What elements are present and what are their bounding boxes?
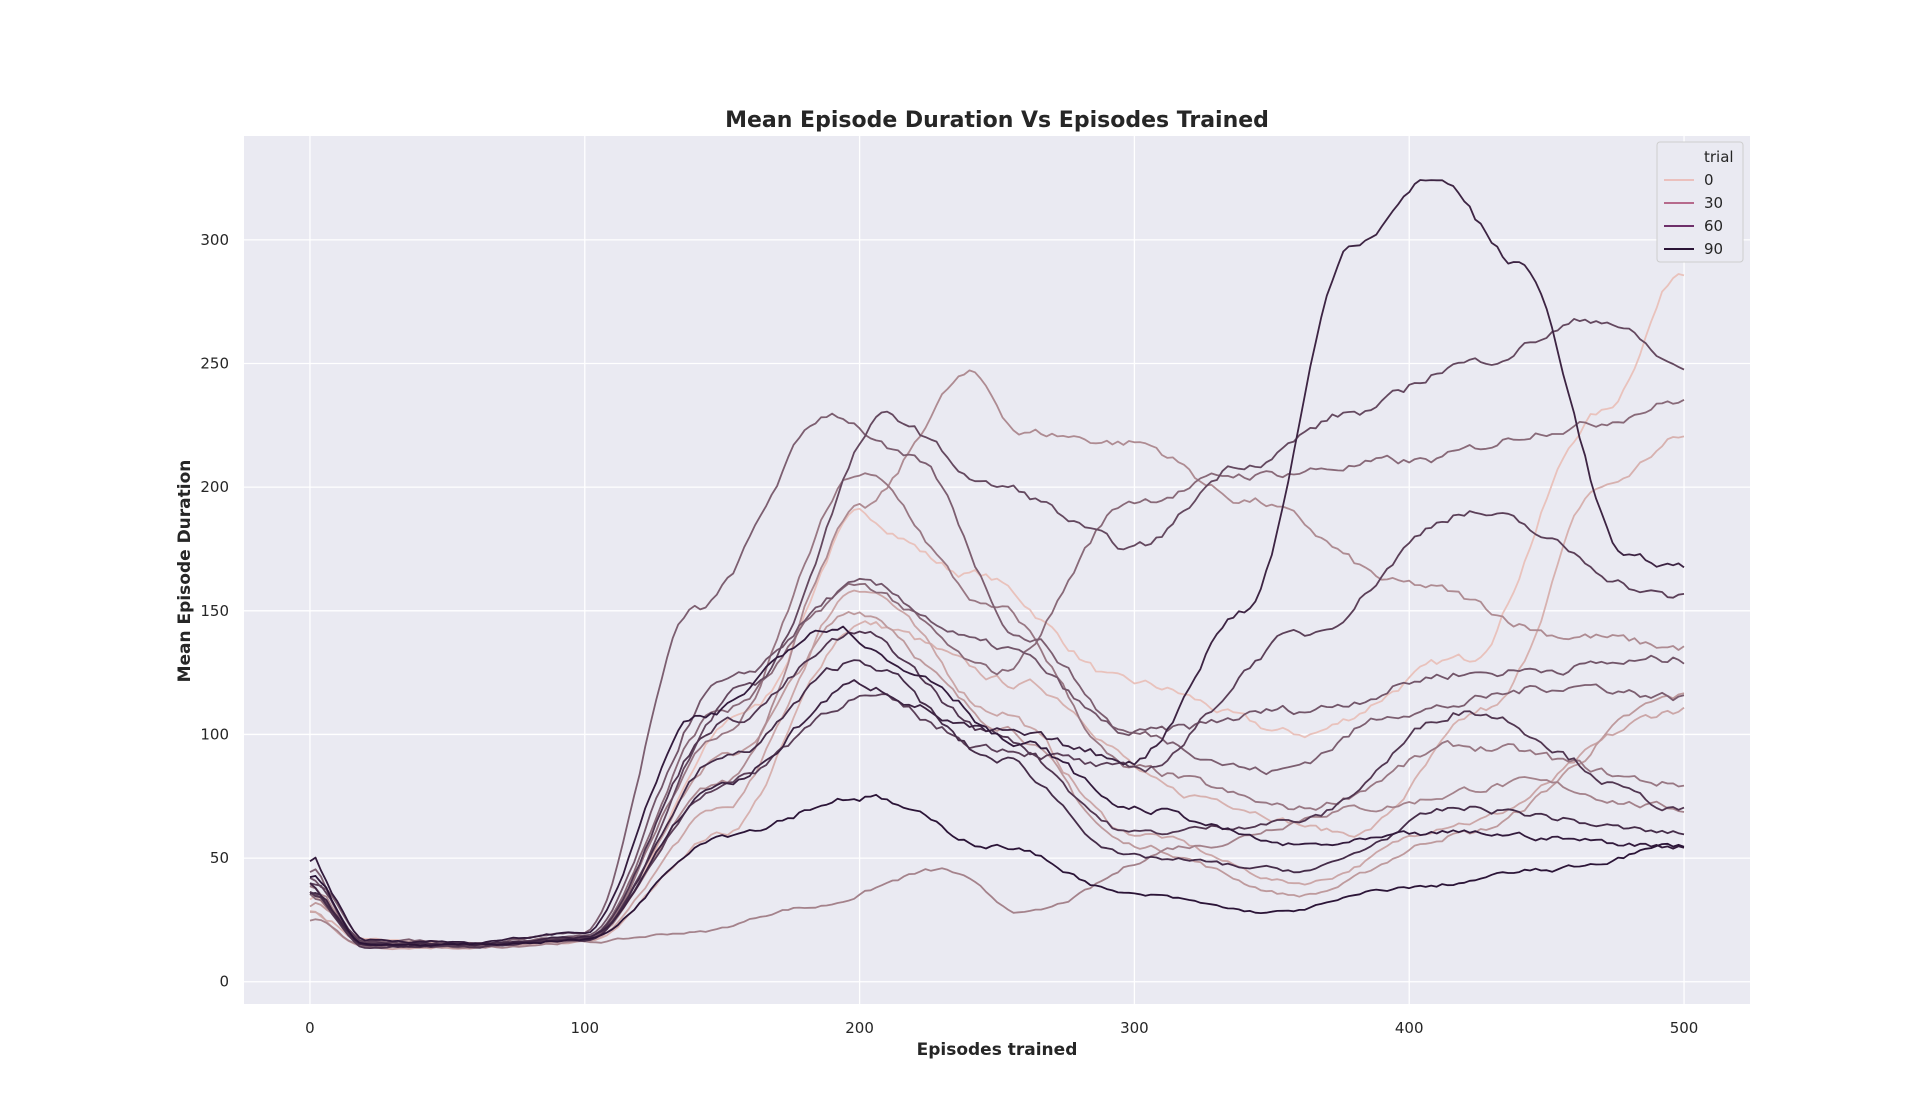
x-tick-label: 400	[1395, 1019, 1424, 1037]
x-tick-label: 300	[1120, 1019, 1149, 1037]
x-tick-label: 200	[845, 1019, 874, 1037]
chart-title: Mean Episode Duration Vs Episodes Traine…	[725, 108, 1269, 133]
y-tick-label: 50	[210, 849, 229, 867]
legend-box	[1656, 141, 1744, 263]
plot-background	[244, 136, 1750, 1004]
y-tick-labels: 0 50 100 150 200 250 300	[200, 231, 229, 991]
legend-entry-label: 0	[1704, 171, 1714, 189]
trial-line-99	[309, 793, 1685, 947]
y-tick-label: 250	[200, 355, 229, 373]
y-tick-label: 150	[200, 602, 229, 620]
trial-line-38	[309, 776, 1685, 949]
x-tick-label: 500	[1670, 1019, 1699, 1037]
x-axis-label: Episodes trained	[917, 1040, 1078, 1060]
y-tick-label: 300	[200, 231, 229, 249]
x-tick-label: 0	[305, 1019, 315, 1037]
legend-entry-label: 60	[1704, 217, 1723, 235]
trial-line-90	[309, 179, 1685, 948]
legend-entry-label: 90	[1704, 240, 1723, 258]
trial-line-52	[309, 399, 1685, 948]
y-tick-label: 100	[200, 725, 229, 743]
legend-title: trial	[1704, 148, 1734, 166]
legend-entry-label: 30	[1704, 194, 1723, 212]
trial-line-86	[309, 659, 1685, 947]
legend: trial 0 30 60 90	[1656, 141, 1744, 263]
x-tick-labels: 0 100 200 300 400 500	[305, 1019, 1698, 1037]
y-axis-label: Mean Episode Duration	[175, 460, 195, 683]
series-lines	[309, 179, 1685, 951]
trial-line-95	[309, 625, 1685, 945]
y-tick-label: 200	[200, 478, 229, 496]
y-tick-label: 0	[219, 973, 229, 991]
x-tick-label: 100	[570, 1019, 599, 1037]
